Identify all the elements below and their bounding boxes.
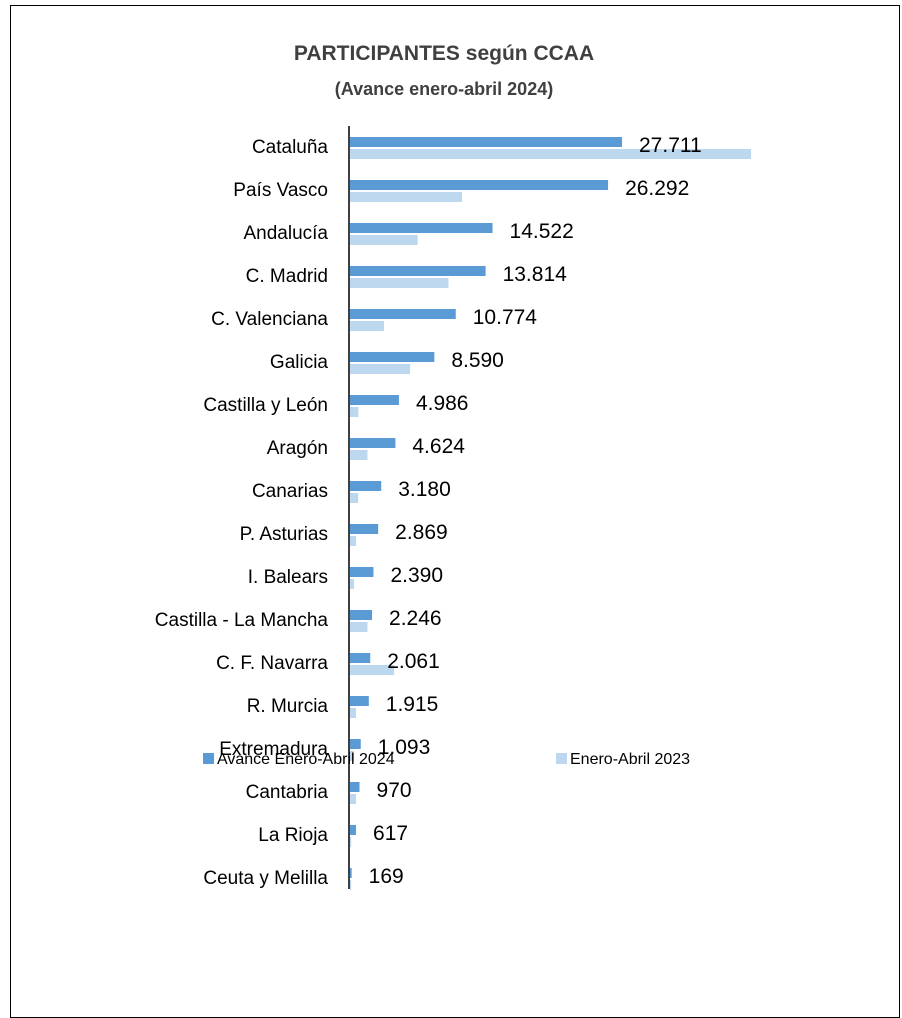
bar-2024 [350, 395, 399, 405]
bar-2023 [350, 235, 418, 245]
chart-svg: PARTICIPANTES según CCAA (Avance enero-a… [155, 42, 752, 890]
bar-2023 [350, 751, 355, 761]
category-label: Andalucía [243, 223, 328, 244]
legend: Avance Enero-Abril 2024 Enero-Abril 2023 [203, 751, 690, 768]
bar-2024 [350, 739, 361, 749]
data-label: 27.711 [639, 134, 702, 157]
data-label: 4.624 [412, 435, 465, 458]
data-label: 1.093 [378, 736, 431, 759]
data-label: 10.774 [473, 306, 538, 329]
bar-2024 [350, 438, 396, 448]
bar-2023 [350, 880, 352, 890]
category-label: P. Asturias [240, 524, 328, 545]
data-label: 14.522 [510, 220, 574, 243]
bar-2023 [350, 794, 356, 804]
data-label: 8.590 [451, 349, 504, 372]
category-label: Cataluña [252, 137, 328, 158]
legend-swatch-2024 [203, 753, 214, 764]
bar-2023 [350, 708, 356, 718]
bar-2024 [350, 567, 374, 577]
data-label: 970 [377, 779, 412, 802]
bar-2023 [350, 149, 752, 159]
bar-2023 [350, 665, 395, 675]
bar-2024 [350, 825, 357, 835]
bar-2023 [350, 321, 384, 331]
bar-2024 [350, 481, 382, 491]
category-label: C. F. Navarra [216, 653, 328, 674]
bar-2023 [350, 837, 352, 847]
category-label: Cantabria [246, 782, 329, 803]
bar-2023 [350, 622, 368, 632]
bar-2024 [350, 524, 379, 534]
bar-2024 [350, 309, 456, 319]
category-label: Aragón [267, 438, 328, 459]
chart-subtitle: (Avance enero-abril 2024) [335, 79, 553, 99]
category-label: Castilla - La Mancha [155, 610, 329, 631]
bars-layer: Cataluña 27.711 País Vasco 26.292 Andalucía 1… [155, 134, 752, 890]
category-label: Ceuta y Melilla [203, 868, 328, 889]
bar-2024 [350, 696, 369, 706]
bar-2024 [350, 137, 622, 147]
category-label: R. Murcia [247, 696, 329, 717]
legend-swatch-2023 [556, 753, 567, 764]
category-label: C. Madrid [246, 266, 328, 287]
legend-label-2023: Enero-Abril 2023 [570, 751, 690, 768]
bar-2024 [350, 610, 373, 620]
bar-2023 [350, 450, 368, 460]
data-label: 2.061 [387, 650, 440, 673]
bar-2023 [350, 579, 355, 589]
bar-2024 [350, 266, 486, 276]
bar-2024 [350, 868, 352, 878]
legend-label-2024: Avance Enero-Abril 2024 [217, 751, 395, 768]
bar-2023 [350, 364, 411, 374]
bar-2024 [350, 352, 435, 362]
bar-2024 [350, 782, 360, 792]
bar-2023 [350, 278, 449, 288]
data-label: 3.180 [398, 478, 451, 501]
category-label: Canarias [252, 481, 328, 502]
chart-frame: PARTICIPANTES según CCAA (Avance enero-a… [10, 5, 900, 1018]
data-label: 169 [369, 865, 404, 888]
bar-2024 [350, 653, 371, 663]
data-label: 617 [373, 822, 408, 845]
category-label: País Vasco [233, 180, 328, 201]
chart-title: PARTICIPANTES según CCAA [294, 42, 594, 65]
category-label: La Rioja [258, 825, 328, 846]
data-label: 2.390 [390, 564, 443, 587]
bar-2023 [350, 536, 356, 546]
category-label: C. Valenciana [211, 309, 328, 330]
bar-2024 [350, 180, 609, 190]
data-label: 2.246 [389, 607, 442, 630]
data-label: 1.915 [386, 693, 439, 716]
data-label: 2.869 [395, 521, 448, 544]
bar-2023 [350, 493, 359, 503]
data-label: 26.292 [625, 177, 689, 200]
category-label: Galicia [270, 352, 329, 373]
category-label: Castilla y León [203, 395, 328, 416]
category-label: Extremadura [219, 739, 328, 760]
data-label: 13.814 [503, 263, 568, 286]
data-label: 4.986 [416, 392, 469, 415]
category-label: I. Balears [248, 567, 328, 588]
bar-2024 [350, 223, 493, 233]
bar-2023 [350, 407, 359, 417]
bar-2023 [350, 192, 462, 202]
